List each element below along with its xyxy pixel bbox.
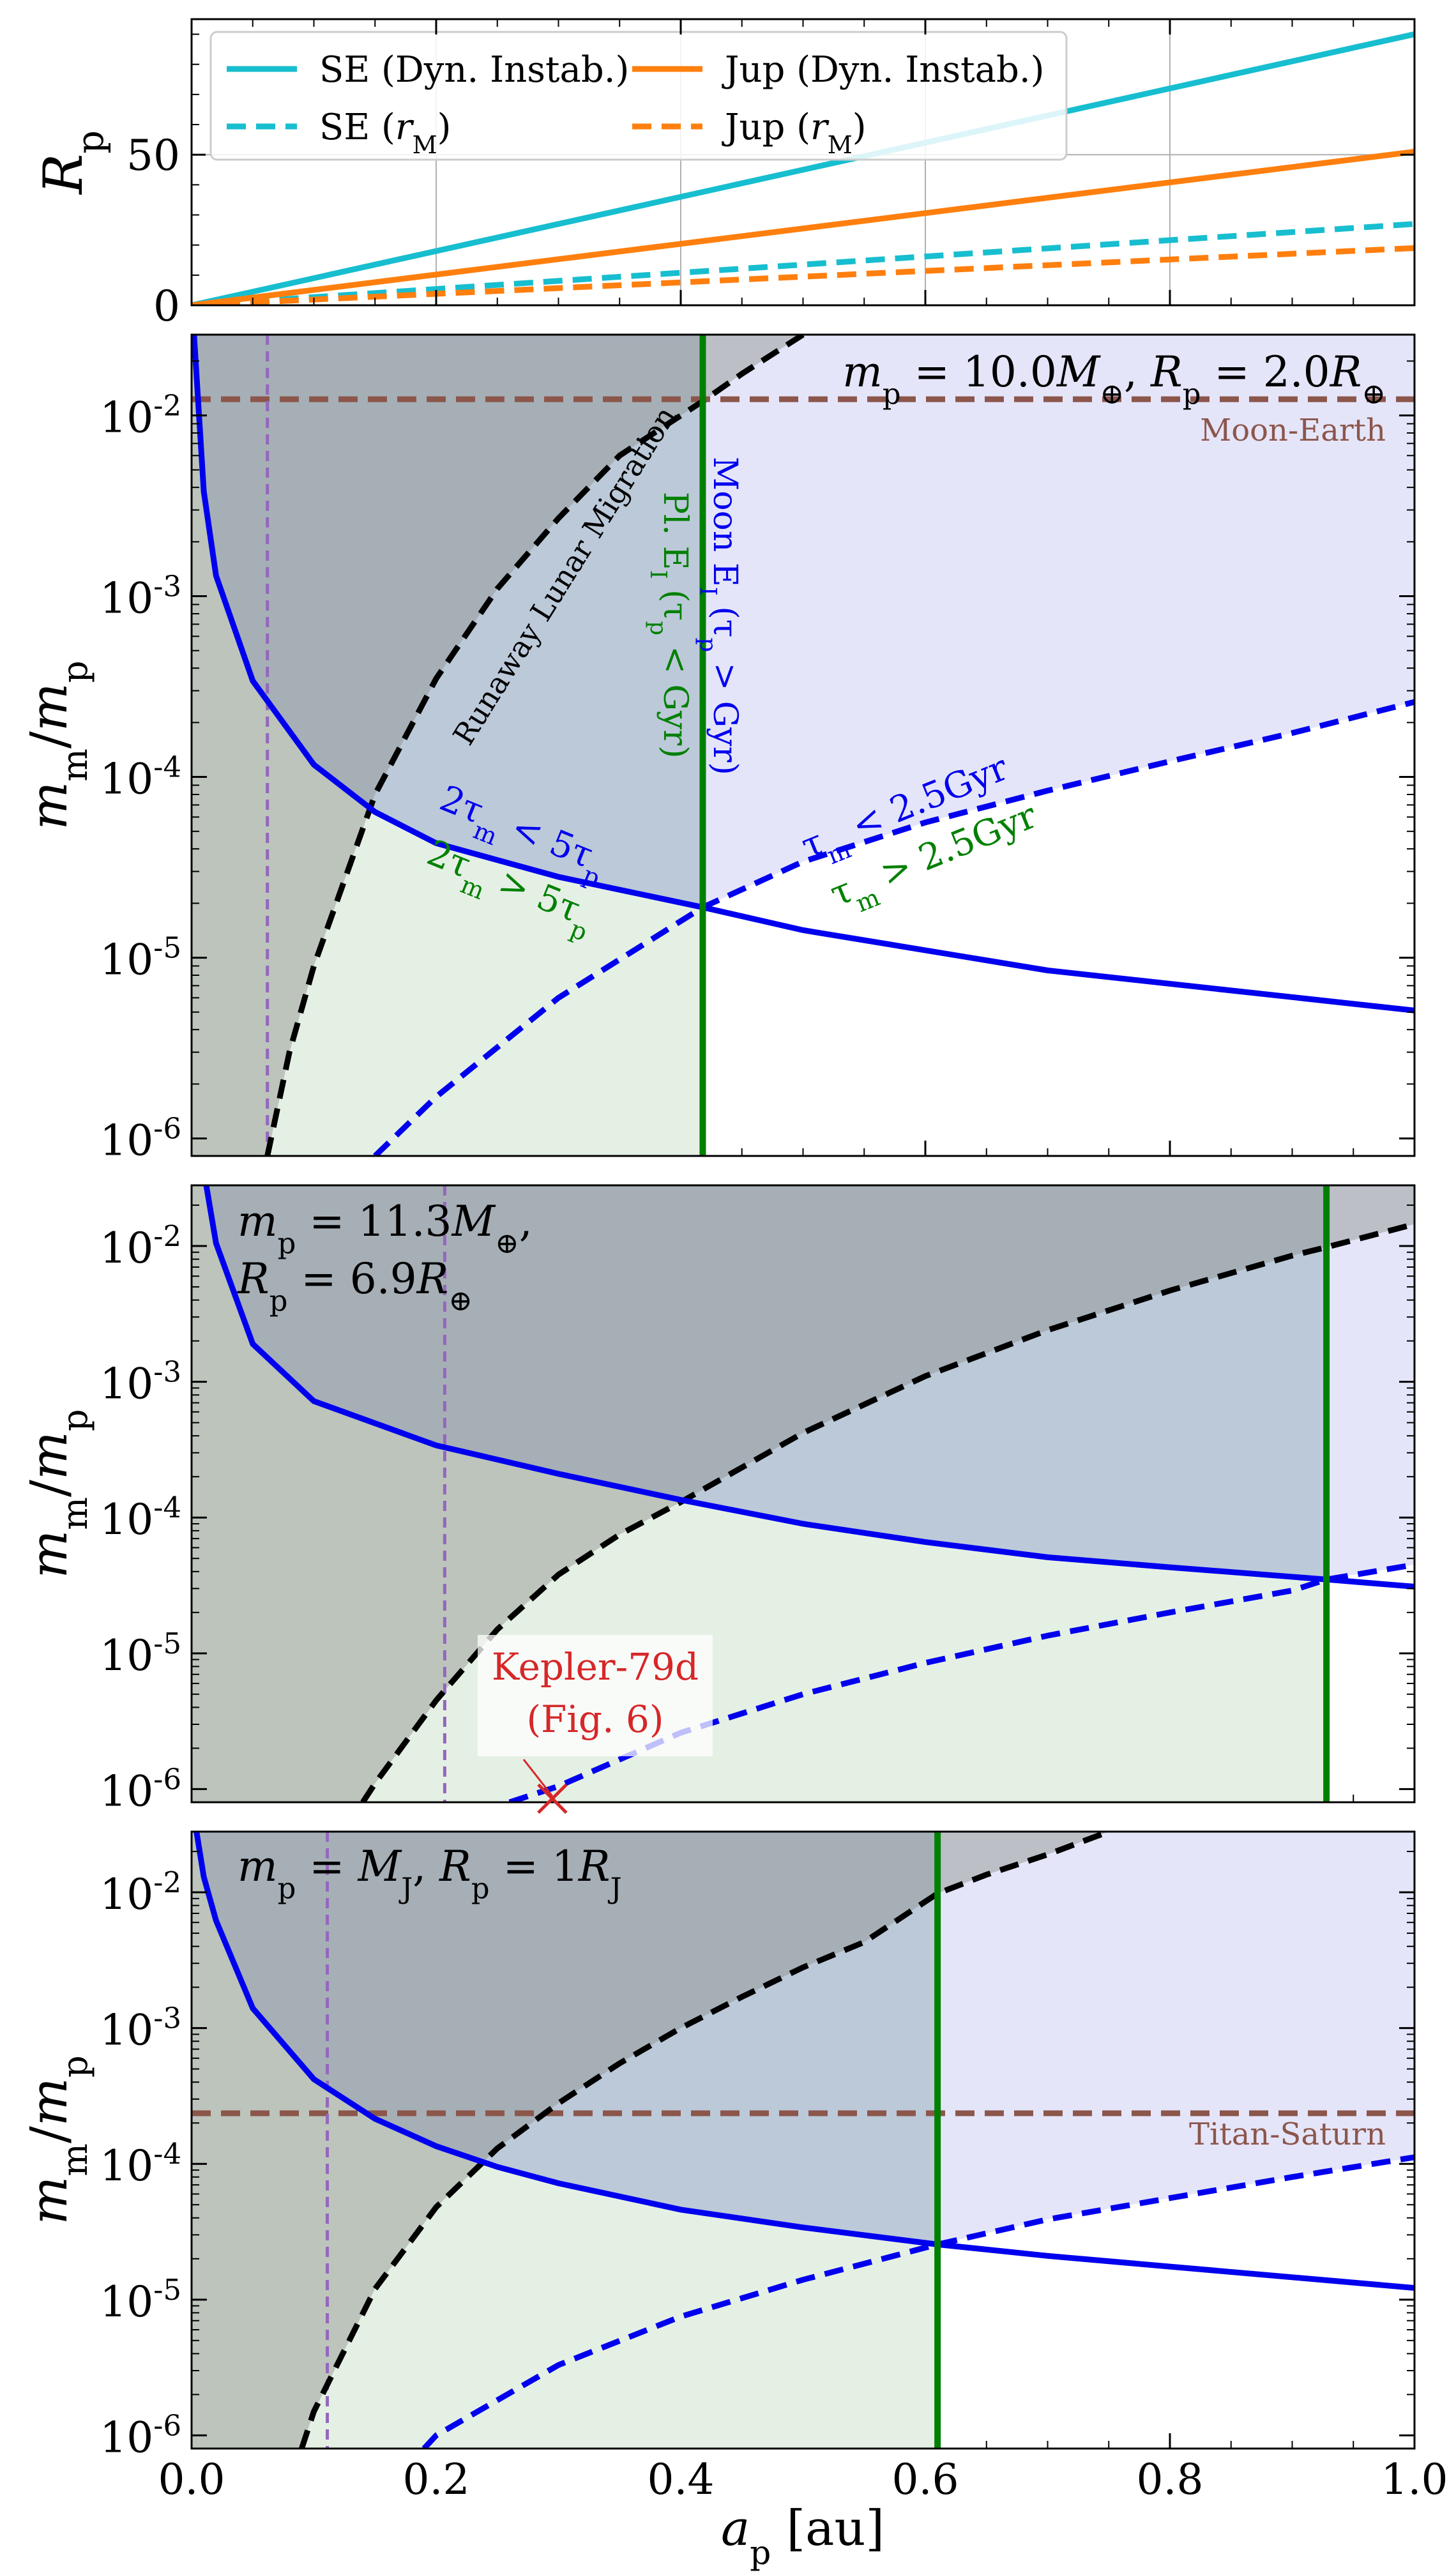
axes-frame-3	[190, 1830, 1416, 2450]
fill-moon-region	[937, 1832, 1414, 2245]
ytick-label: 10-6	[100, 2408, 181, 2463]
planet-ei-label: Pl. EI (τp < Gyr)	[646, 492, 695, 759]
plot-area-3	[192, 1832, 1414, 2449]
runaway-curve	[360, 1221, 1414, 1802]
moon-ei-label: Moon EI (τp > Gyr)	[695, 457, 745, 775]
reference-label: Moon-Earth	[1200, 413, 1386, 448]
callout-label: Kepler-79d	[492, 1645, 699, 1689]
ylabel: mm/mp	[19, 1409, 95, 1578]
plot-area-2	[192, 1185, 1414, 1802]
runaway-curve	[299, 1832, 1110, 2449]
fill-runaway-region	[192, 1832, 1109, 2449]
xtick-label: 0.0	[158, 2455, 225, 2504]
ytick-label: 10-3	[100, 1355, 181, 1409]
tidal-curve	[203, 1185, 1414, 1590]
ytick-label: 10-6	[100, 1762, 181, 1816]
legend-label: SE (Dyn. Instab.)	[319, 49, 629, 91]
ytick-label: 10-2	[100, 388, 181, 443]
legend-label: Jup (rM)	[722, 107, 867, 159]
plot-area-1	[192, 335, 1414, 1156]
axes-frame-1	[190, 333, 1416, 1157]
fill-moon-region	[1326, 1185, 1414, 1580]
reference-label: Titan-Saturn	[1189, 2116, 1386, 2152]
ytick-label: 10-6	[100, 1111, 181, 1166]
panel-annotation: mp = 11.3M⊕,	[238, 1197, 533, 1260]
ytick-label: 10-3	[100, 569, 181, 623]
series-line-0	[192, 31, 1414, 305]
ytick-label: 10-4	[100, 2137, 181, 2191]
ytick-label: 10-5	[100, 2272, 181, 2327]
series-line-2	[192, 149, 1414, 305]
ylabel: mm/mp	[19, 2055, 95, 2224]
ytick-label: 10-2	[100, 1219, 181, 1273]
fill-moon-region	[702, 335, 1414, 908]
ytick-label: 10-4	[100, 750, 181, 804]
ytick-label: 10-5	[100, 1626, 181, 1680]
series-line-3	[192, 245, 1414, 305]
panel-annotation: mp = 10.0M⊕, Rp = 2.0R⊕	[842, 347, 1386, 411]
ytick-label: 10-4	[100, 1491, 181, 1545]
tau-curve	[421, 2154, 1414, 2449]
legend-label: SE (rM)	[319, 107, 451, 159]
legend-label: Jup (Dyn. Instab.)	[722, 49, 1045, 91]
xtick-label: 0.8	[1137, 2455, 1204, 2504]
tidal-curve	[192, 335, 1414, 1014]
callout-label: (Fig. 6)	[527, 1698, 664, 1741]
ylabel: mm/mp	[19, 660, 95, 830]
panel-annotation: mp = MJ, Rp = 1RJ	[238, 1842, 622, 1905]
panel-annotation: Rp = 6.9R⊕	[237, 1254, 473, 1318]
kepler-79d-marker	[537, 1783, 568, 1814]
ytick-label: 10-2	[100, 1865, 181, 1920]
ytick-label: 50	[126, 131, 180, 180]
xtick-label: 0.4	[648, 2455, 715, 2504]
ylabel: Rp	[32, 130, 112, 195]
runaway-curve	[264, 335, 805, 1156]
legend: SE (Dyn. Instab.) SE (rM) Jup (Dyn. Instab…	[209, 31, 1068, 161]
tidal-curve	[193, 1832, 1414, 2291]
xtick-label: 1.0	[1381, 2455, 1448, 2504]
callout-box	[478, 1635, 713, 1756]
legend-frame	[209, 31, 1068, 161]
xlabel: ap [au]	[721, 2500, 884, 2572]
ytick-label: 10-5	[100, 930, 181, 985]
tau-curve	[373, 699, 1414, 1156]
xtick-label: 0.2	[403, 2455, 470, 2504]
fill-runaway-region	[192, 1185, 1414, 1802]
ytick-label: 0	[153, 282, 180, 331]
fill-overlap-region	[192, 335, 703, 908]
fill-overlap-region	[192, 1832, 938, 2245]
tau-curve	[508, 1561, 1414, 1802]
callout-arrow	[522, 1759, 554, 1797]
ytick-label: 10-3	[100, 2001, 181, 2055]
xtick-label: 0.6	[892, 2455, 959, 2504]
fill-overlap-region	[192, 1185, 1327, 1580]
fill-runaway-region	[192, 335, 803, 1156]
axes-frame-2	[190, 1184, 1416, 1804]
